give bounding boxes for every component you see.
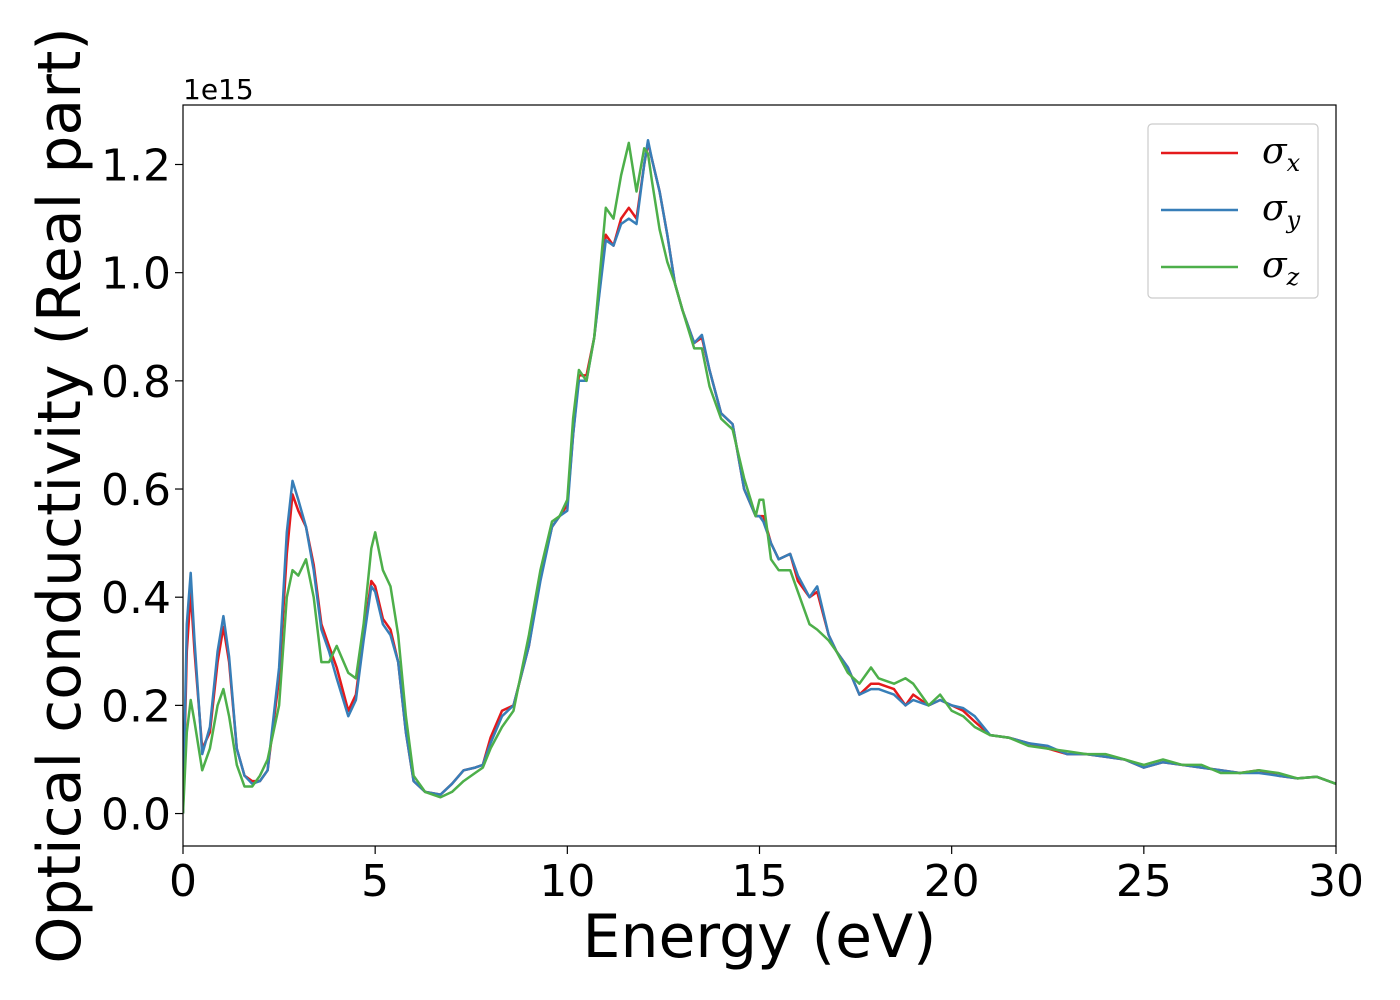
x-tick-label: 25 [1116,856,1172,907]
legend-label-z: σz [1262,245,1300,291]
y-tick-label: 0.0 [101,790,171,841]
y-axis: 0.0 0.2 0.4 0.6 0.8 1.0 1.2 [101,140,183,841]
y-tick-label: 0.2 [101,681,171,732]
x-tick-label: 5 [361,856,389,907]
x-tick-label: 10 [539,856,595,907]
legend-label-x: σx [1262,131,1301,177]
x-axis: 0 5 10 15 20 25 30 [169,846,1364,907]
x-tick-label: 15 [732,856,788,907]
x-tick-label: 30 [1308,856,1364,907]
series-line-y [183,138,1336,814]
series-line-z [183,141,1336,814]
legend: σx σy σz [1147,123,1319,299]
y-tick-label: 1.0 [101,249,171,300]
plot-lines [183,138,1336,814]
y-tick-label: 0.4 [101,573,171,624]
y-tick-label: 0.6 [101,465,171,516]
y-tick-label: 0.8 [101,357,171,408]
x-tick-label: 20 [924,856,980,907]
legend-label-y: σy [1262,188,1301,234]
x-tick-label: 0 [169,856,197,907]
y-offset-label: 1e15 [183,73,254,106]
y-axis-title: Optical conductivity (Real part) [25,27,95,964]
x-axis-title: Energy (eV) [583,902,937,972]
y-tick-label: 1.2 [101,140,171,191]
